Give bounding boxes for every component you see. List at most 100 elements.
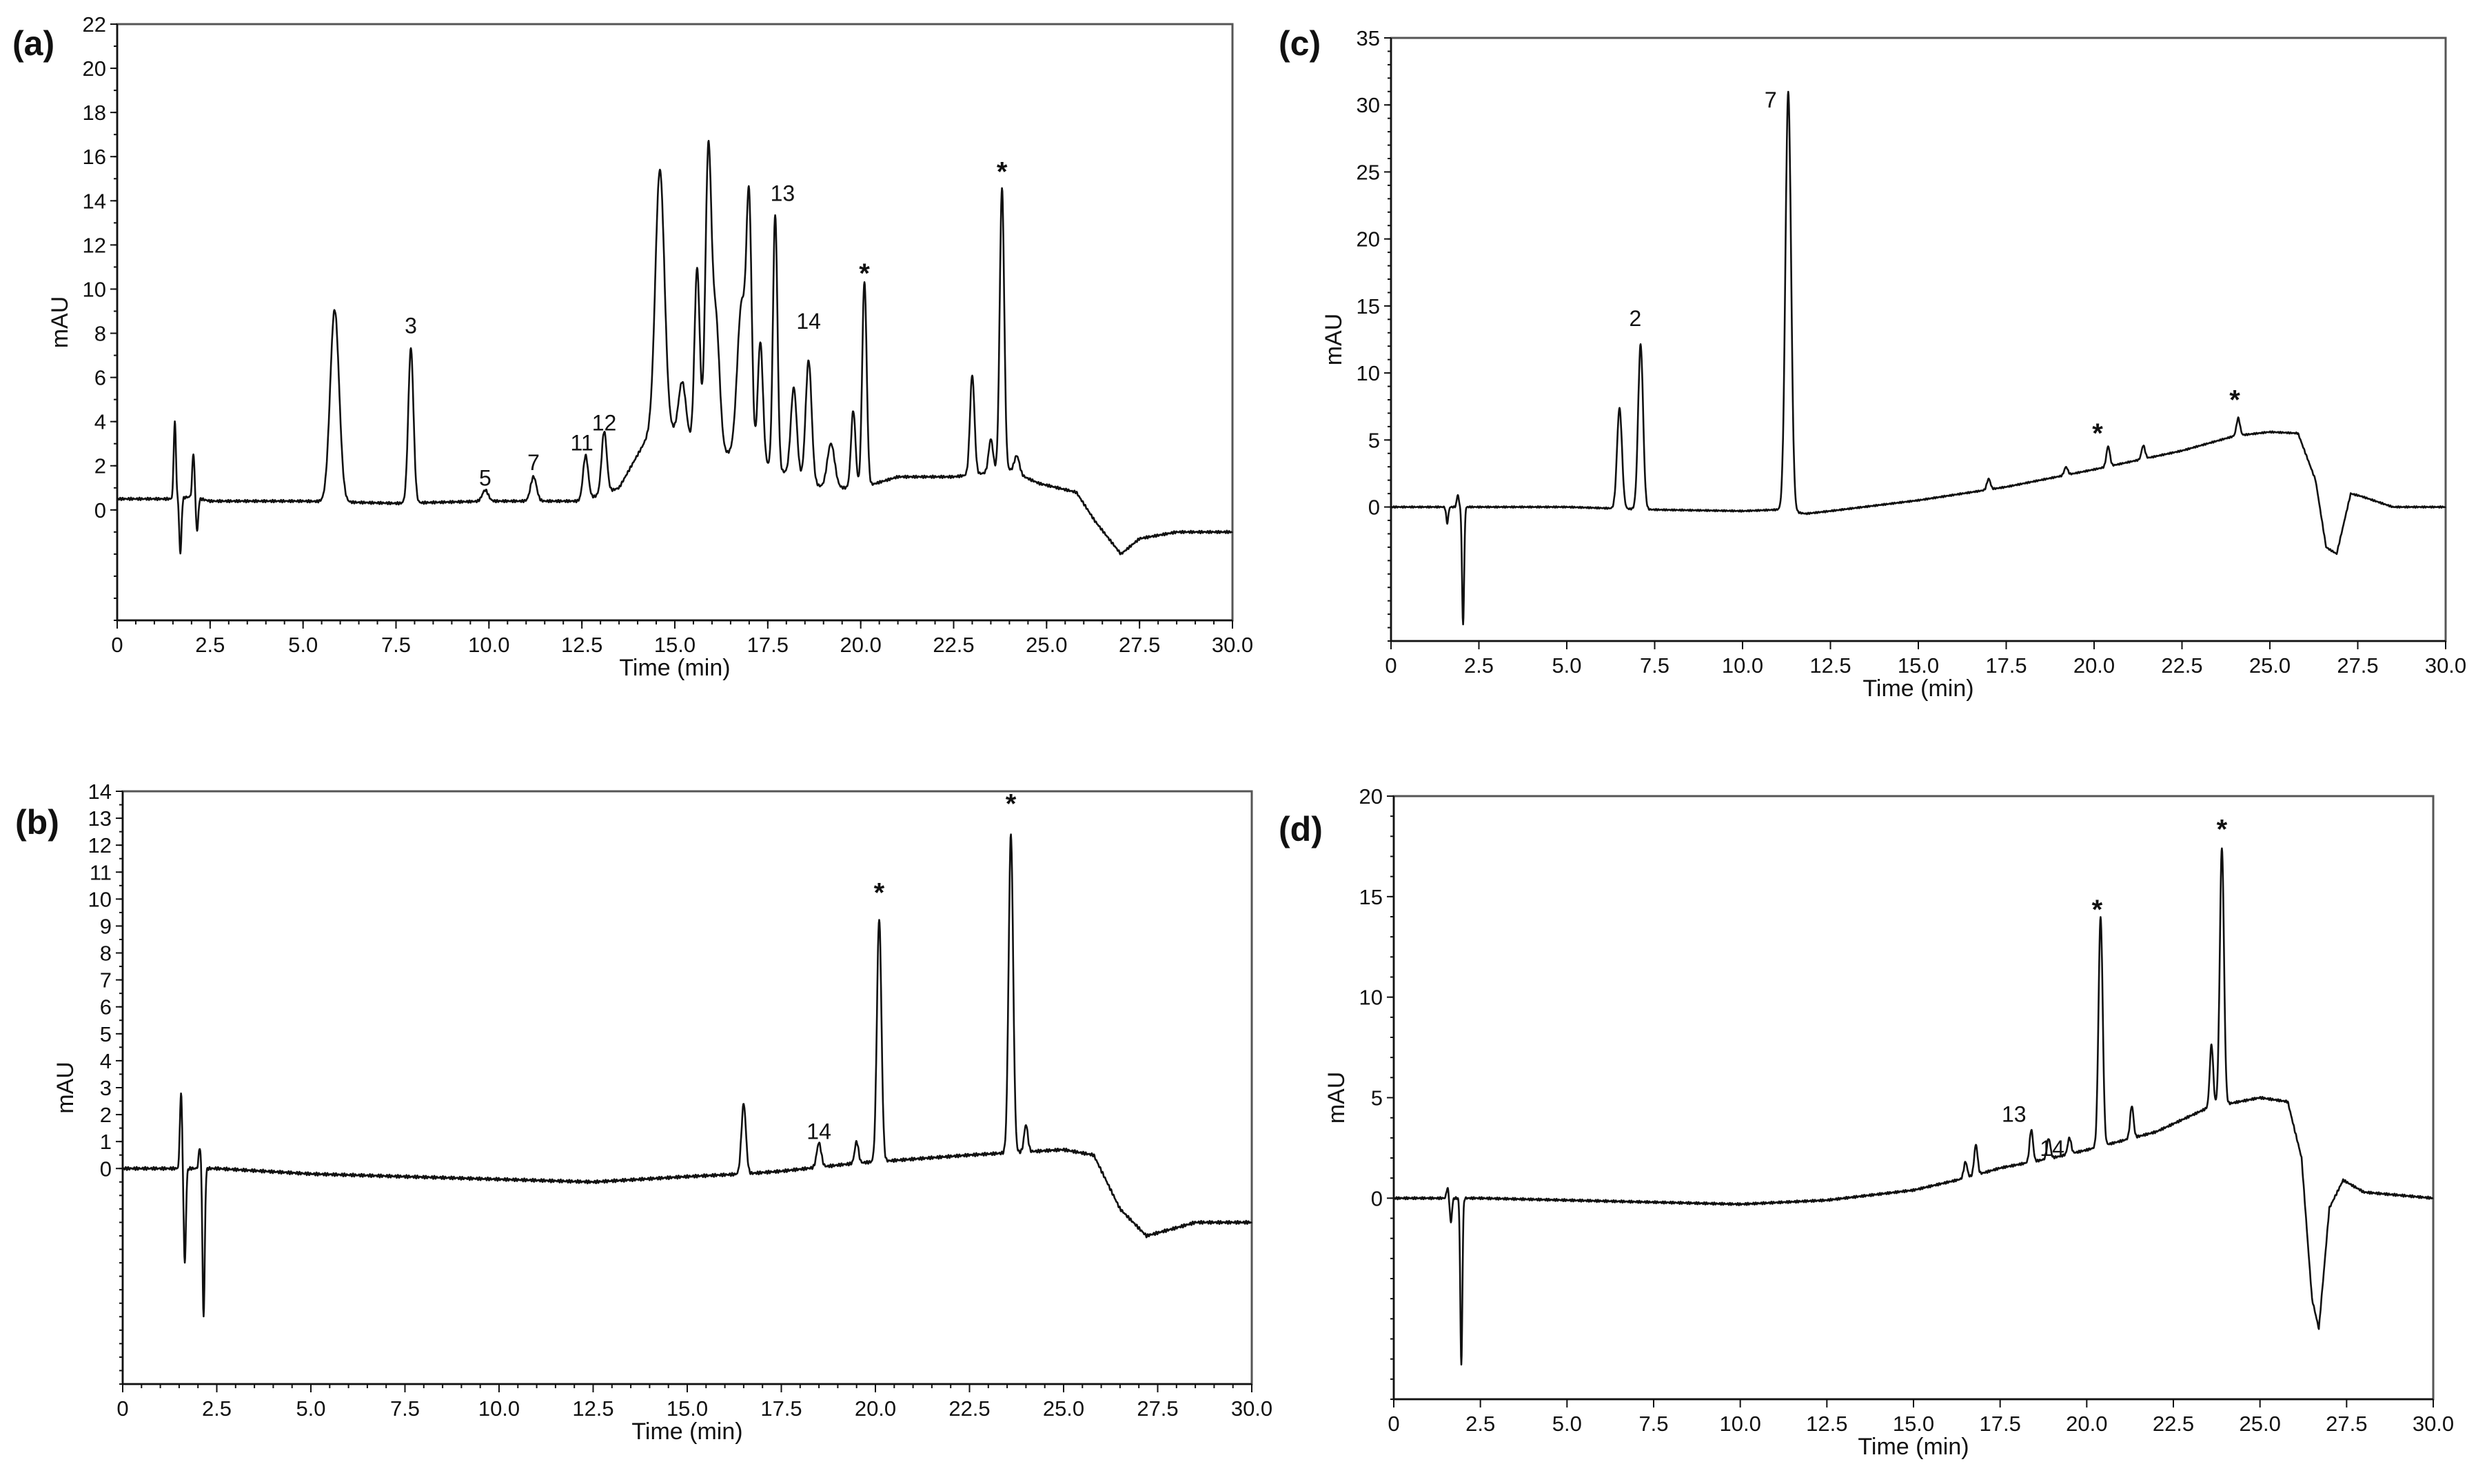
y-tick-label: 10 <box>1359 986 1383 1010</box>
x-tick-label: 10.0 <box>478 1396 520 1421</box>
peak-marker-asterisk: * <box>1006 789 1017 819</box>
x-tick-label: 7.5 <box>1638 1412 1668 1436</box>
y-tick-label: 15 <box>1359 885 1383 909</box>
x-tick-label: 22.5 <box>2153 1412 2194 1436</box>
chart-panel-a: (a) 0 2.5 5.0 7.5 10.0 12.5 15.0 17.5 20.0 22.5 25.… <box>12 12 1253 681</box>
y-tick-label: 10 <box>83 277 106 301</box>
x-tick-label: 10.0 <box>1722 653 1763 678</box>
chromatogram-trace <box>1390 90 2446 626</box>
chromatogram-trace <box>122 833 1252 1318</box>
x-tick-label: 20.0 <box>2066 1412 2107 1436</box>
plot-frame <box>121 790 1253 1385</box>
x-tick-label: 17.5 <box>747 633 789 657</box>
x-tick-label: 5.0 <box>1552 653 1581 678</box>
peak-label: 3 <box>405 314 417 338</box>
x-axis-title: Time (min) <box>619 655 730 681</box>
y-tick-label: 12 <box>83 233 106 257</box>
x-tick-label: 15.0 <box>654 633 696 657</box>
peak-label: 7 <box>1765 88 1777 112</box>
x-tick-label: 0 <box>116 1396 128 1421</box>
chromatogram-trace <box>1393 847 2434 1366</box>
y-axis-title: mAU <box>47 296 73 349</box>
y-tick-label: 4 <box>94 410 106 434</box>
x-tick-label: 2.5 <box>1465 1412 1495 1436</box>
peak-marker-asterisk: * <box>2092 418 2103 449</box>
x-tick-label: 5.0 <box>296 1396 325 1421</box>
panel-letter: (c) <box>1279 24 1321 63</box>
x-tick-label: 0 <box>111 633 123 657</box>
x-tick-label: 12.5 <box>572 1396 613 1421</box>
x-tick-label: 7.5 <box>390 1396 420 1421</box>
peak-label: 14 <box>806 1119 831 1144</box>
y-tick-label: 6 <box>94 366 106 390</box>
x-tick-label: 25.0 <box>1026 633 1067 657</box>
y-tick-label: 8 <box>94 322 106 346</box>
y-tick-label: 5 <box>100 1022 112 1046</box>
panel-letter: (d) <box>1279 810 1323 848</box>
peak-label: 14 <box>796 309 821 334</box>
y-tick-label: 25 <box>1357 160 1380 184</box>
plot-frame <box>116 23 1234 622</box>
x-tick-label: 20.0 <box>2073 653 2115 678</box>
y-tick-label: 18 <box>83 101 106 125</box>
x-tick-label: 27.5 <box>2326 1412 2367 1436</box>
y-tick-label: 30 <box>1357 93 1380 117</box>
chromatogram-trace <box>116 139 1233 556</box>
x-tick-label: 30.0 <box>2425 653 2466 678</box>
x-tick-label: 12.5 <box>1806 1412 1847 1436</box>
y-tick-label: 3 <box>100 1076 112 1100</box>
y-tick-label: 11 <box>90 860 112 884</box>
y-tick-label: 7 <box>100 968 112 993</box>
x-tick-label: 0 <box>1385 653 1397 678</box>
y-tick-label: 35 <box>1357 26 1380 50</box>
y-tick-label: 10 <box>88 887 112 911</box>
x-tick-label: 20.0 <box>855 1396 896 1421</box>
chart-panel-c: (c) 0 2.5 5.0 7.5 10.0 12.5 15.0 17.5 20.0 22.5 25.… <box>1279 24 2466 702</box>
chart-panel-b: (b) 0 2.5 5.0 7.5 10.0 12.5 15.0 17.5 20.0 22.5 25.… <box>15 780 1272 1445</box>
x-tick-label: 22.5 <box>948 1396 990 1421</box>
x-tick-label: 25.0 <box>2249 653 2291 678</box>
x-axis-title: Time (min) <box>1858 1434 1969 1460</box>
peak-label: 13 <box>2002 1102 2027 1127</box>
x-tick-label: 2.5 <box>195 633 225 657</box>
y-tick-label: 9 <box>100 914 112 938</box>
peak-marker-asterisk: * <box>2092 895 2103 925</box>
y-tick-label: 10 <box>1357 361 1380 385</box>
y-tick-label: 14 <box>83 189 106 213</box>
y-tick-label: 0 <box>94 498 106 522</box>
x-tick-label: 30.0 <box>1212 633 1253 657</box>
y-tick-label: 16 <box>83 145 106 169</box>
y-tick-label: 13 <box>88 806 112 831</box>
x-tick-label: 15.0 <box>1898 653 1939 678</box>
x-tick-label: 5.0 <box>288 633 318 657</box>
peak-marker-asterisk: * <box>2217 814 2228 844</box>
x-tick-label: 17.5 <box>1979 1412 2020 1436</box>
peak-label: 2 <box>1630 306 1642 331</box>
x-tick-label: 12.5 <box>1809 653 1851 678</box>
y-tick-label: 2 <box>100 1103 112 1127</box>
x-tick-label: 7.5 <box>381 633 411 657</box>
peak-label: 12 <box>592 410 617 435</box>
x-tick-label: 27.5 <box>2337 653 2378 678</box>
y-tick-label: 8 <box>100 942 112 966</box>
x-tick-label: 27.5 <box>1119 633 1160 657</box>
y-tick-label: 22 <box>83 12 106 37</box>
x-tick-label: 17.5 <box>1985 653 2027 678</box>
peak-marker-asterisk: * <box>874 877 885 908</box>
peak-marker-asterisk: * <box>2229 385 2240 416</box>
y-tick-label: 6 <box>100 995 112 1019</box>
x-tick-label: 25.0 <box>2239 1412 2280 1436</box>
y-tick-label: 2 <box>94 454 106 478</box>
peak-label: 11 <box>571 430 593 455</box>
panel-letter: (a) <box>12 24 54 63</box>
x-axis-title: Time (min) <box>631 1419 742 1445</box>
peak-marker-asterisk: * <box>997 156 1008 187</box>
y-tick-label: 20 <box>83 57 106 81</box>
x-tick-label: 30.0 <box>2413 1412 2454 1436</box>
chart-panel-d: (d) 0 2.5 5.0 7.5 10.0 12.5 15.0 17.5 20.0 22.5 25.… <box>1279 784 2454 1460</box>
peak-label: 5 <box>479 466 491 491</box>
panel-letter: (b) <box>15 803 59 842</box>
y-tick-label: 20 <box>1357 227 1380 252</box>
peak-marker-asterisk: * <box>859 258 870 289</box>
